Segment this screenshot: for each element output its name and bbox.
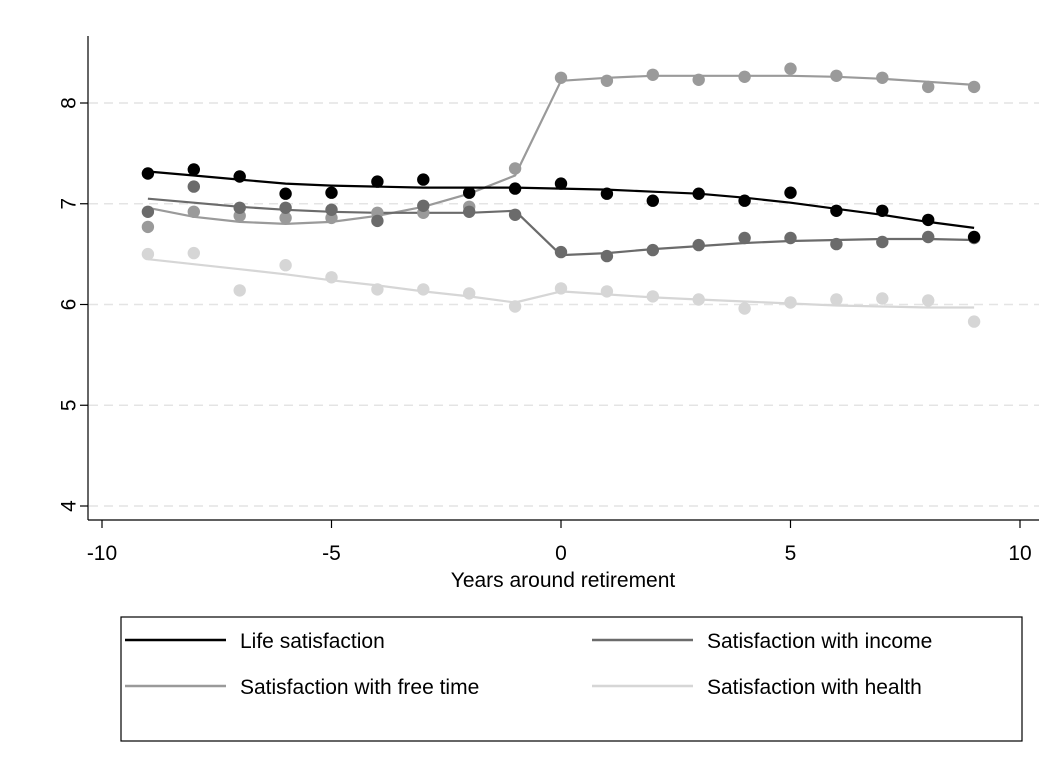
x-tick-label-0: 0 — [555, 542, 567, 565]
point-satisfaction-with-free-time-6 — [830, 69, 843, 83]
point-satisfaction-with-free-time-8 — [922, 80, 935, 94]
point-satisfaction-with-health--8 — [187, 246, 200, 260]
y-tick-label-7: 7 — [57, 198, 80, 210]
y-tick-label-4: 4 — [57, 500, 80, 512]
point-satisfaction-with-free-time-4 — [738, 70, 751, 84]
legend-label-life-satisfaction: Life satisfaction — [240, 630, 385, 653]
point-life-satisfaction-1 — [600, 187, 614, 200]
point-satisfaction-with-free-time-7 — [876, 71, 889, 85]
point-satisfaction-with-health-3 — [692, 293, 705, 306]
point-life-satisfaction-8 — [922, 213, 935, 227]
point-satisfaction-with-health--7 — [233, 284, 246, 297]
point-satisfaction-with-health--3 — [417, 283, 430, 296]
x-tick-label-5: 5 — [785, 542, 797, 565]
y-tick-label-5: 5 — [57, 399, 80, 411]
point-life-satisfaction--8 — [187, 163, 200, 176]
gridlines — [89, 102, 1039, 507]
point-life-satisfaction--7 — [233, 170, 246, 183]
point-satisfaction-with-health--9 — [141, 247, 155, 261]
point-satisfaction-with-income--3 — [417, 199, 430, 212]
point-satisfaction-with-health-8 — [922, 294, 935, 307]
point-satisfaction-with-income--5 — [325, 203, 338, 216]
point-satisfaction-with-health--1 — [508, 300, 522, 313]
legend-label-satisfaction-with-income: Satisfaction with income — [707, 630, 932, 653]
point-satisfaction-with-income-2 — [646, 243, 659, 257]
legend: Life satisfaction Satisfaction with inco… — [120, 616, 1023, 742]
point-satisfaction-with-health-7 — [876, 292, 889, 305]
point-satisfaction-with-income-6 — [830, 237, 843, 251]
x-tick-label--10: -10 — [87, 542, 117, 565]
point-satisfaction-with-health--5 — [325, 271, 338, 284]
point-satisfaction-with-income-8 — [922, 230, 935, 244]
point-life-satisfaction--4 — [371, 175, 384, 188]
y-tick-label-6: 6 — [57, 299, 80, 311]
point-satisfaction-with-free-time-2 — [646, 68, 659, 82]
point-satisfaction-with-income--1 — [508, 208, 522, 221]
point-satisfaction-with-free-time-1 — [600, 74, 614, 88]
x-tick-label--5: -5 — [322, 542, 341, 565]
point-satisfaction-with-income-7 — [876, 235, 889, 249]
y-tick-label-8: 8 — [57, 97, 80, 109]
point-satisfaction-with-health-9 — [967, 315, 981, 328]
point-life-satisfaction-3 — [692, 187, 705, 200]
point-satisfaction-with-free-time--1 — [508, 162, 522, 175]
point-life-satisfaction-7 — [876, 204, 889, 217]
point-satisfaction-with-free-time--9 — [141, 220, 155, 234]
point-satisfaction-with-free-time--8 — [187, 205, 200, 218]
point-satisfaction-with-free-time-3 — [692, 73, 705, 87]
point-life-satisfaction-2 — [646, 194, 659, 207]
legend-label-satisfaction-with-free-time: Satisfaction with free time — [240, 676, 479, 699]
axes — [87, 36, 1039, 521]
point-life-satisfaction--9 — [141, 167, 155, 180]
point-satisfaction-with-income-4 — [738, 231, 751, 245]
point-life-satisfaction--6 — [279, 187, 292, 200]
point-satisfaction-with-free-time-0 — [554, 71, 568, 85]
point-satisfaction-with-health--4 — [371, 283, 384, 296]
point-satisfaction-with-income-5 — [784, 231, 797, 245]
point-satisfaction-with-income--6 — [279, 201, 292, 214]
point-satisfaction-with-income--8 — [187, 180, 200, 193]
point-life-satisfaction-0 — [554, 177, 568, 190]
point-life-satisfaction-9 — [967, 230, 981, 244]
point-satisfaction-with-income--9 — [141, 205, 155, 218]
point-satisfaction-with-income--7 — [233, 201, 246, 214]
point-satisfaction-with-income--4 — [371, 214, 384, 228]
x-axis-title: Years around retirement — [451, 569, 676, 592]
point-life-satisfaction-6 — [830, 204, 843, 217]
point-satisfaction-with-income--2 — [463, 205, 476, 218]
point-satisfaction-with-free-time--6 — [279, 211, 292, 225]
point-life-satisfaction--2 — [463, 186, 476, 199]
point-life-satisfaction-5 — [784, 186, 797, 199]
point-satisfaction-with-health-0 — [554, 282, 568, 295]
point-satisfaction-with-income-3 — [692, 238, 705, 252]
point-satisfaction-with-health-6 — [830, 293, 843, 306]
point-life-satisfaction--5 — [325, 186, 338, 199]
point-satisfaction-with-health--6 — [279, 259, 292, 272]
point-satisfaction-with-health-5 — [784, 296, 797, 309]
plot-region — [88, 36, 1039, 520]
x-tick-label-10: 10 — [1008, 542, 1031, 565]
legend-label-satisfaction-with-health: Satisfaction with health — [707, 676, 922, 699]
point-satisfaction-with-health--2 — [463, 287, 476, 300]
point-satisfaction-with-free-time-5 — [784, 62, 797, 75]
point-satisfaction-with-income-0 — [554, 245, 568, 259]
point-satisfaction-with-income-1 — [600, 249, 614, 263]
point-satisfaction-with-free-time-9 — [967, 80, 981, 94]
legend-box — [120, 616, 1023, 742]
series-points — [141, 62, 981, 328]
point-life-satisfaction--3 — [417, 173, 430, 186]
point-life-satisfaction-4 — [738, 194, 751, 207]
point-satisfaction-with-health-2 — [646, 290, 659, 303]
axis-ticks: 4 5 6 7 8 -10 -5 0 5 10 — [57, 97, 1031, 565]
point-satisfaction-with-health-4 — [738, 302, 751, 315]
point-satisfaction-with-health-1 — [600, 285, 614, 298]
point-life-satisfaction--1 — [508, 182, 522, 195]
